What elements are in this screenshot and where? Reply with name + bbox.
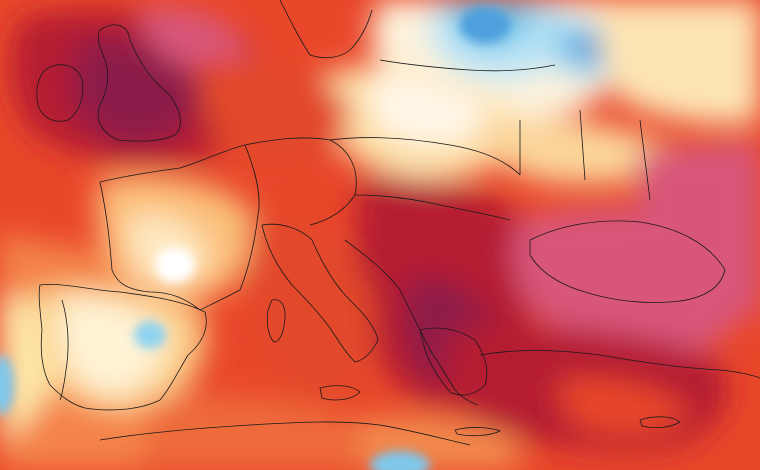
great-britain bbox=[97, 24, 181, 142]
north-sea-pink bbox=[140, 7, 250, 74]
italy-hot bbox=[248, 218, 374, 402]
spain-blue-spot bbox=[134, 321, 166, 349]
ireland bbox=[36, 64, 84, 122]
scandinavia-coast bbox=[279, 0, 373, 59]
greece-outline bbox=[419, 327, 488, 396]
east-pink bbox=[636, 140, 760, 320]
crete bbox=[454, 427, 501, 437]
central-borders-3 bbox=[354, 194, 511, 221]
iberia-coast bbox=[38, 283, 207, 411]
eastern-borders bbox=[519, 109, 651, 201]
turkey-hot-inner bbox=[558, 378, 690, 435]
atlantic-blue-spot bbox=[0, 355, 14, 415]
anomaly-details bbox=[0, 7, 510, 470]
country-borders bbox=[36, 0, 760, 446]
germany-hot-band bbox=[199, 57, 350, 166]
turkey-coast bbox=[479, 350, 760, 379]
uk-extreme-core bbox=[70, 37, 200, 146]
baltic-deep-blue bbox=[460, 7, 510, 43]
sicily bbox=[319, 385, 361, 401]
black-sea-coast bbox=[529, 220, 726, 303]
portugal-border bbox=[59, 299, 69, 401]
france-white-spot bbox=[155, 247, 195, 283]
sardinia bbox=[266, 299, 286, 343]
france-coast bbox=[99, 144, 260, 311]
north-africa-coast bbox=[99, 421, 471, 446]
baltic-coast bbox=[379, 59, 556, 72]
central-borders-2 bbox=[329, 137, 521, 176]
iberia-neutral-core bbox=[60, 298, 166, 395]
mediterranean-orange bbox=[140, 396, 360, 470]
italy-peninsula bbox=[261, 223, 379, 363]
poland-white bbox=[368, 79, 490, 144]
ukraine-pale bbox=[479, 117, 680, 184]
cyprus bbox=[639, 416, 681, 429]
central-borders-1 bbox=[244, 137, 357, 226]
africa-blue-spot bbox=[370, 451, 430, 470]
northeast-pale bbox=[598, 0, 760, 124]
